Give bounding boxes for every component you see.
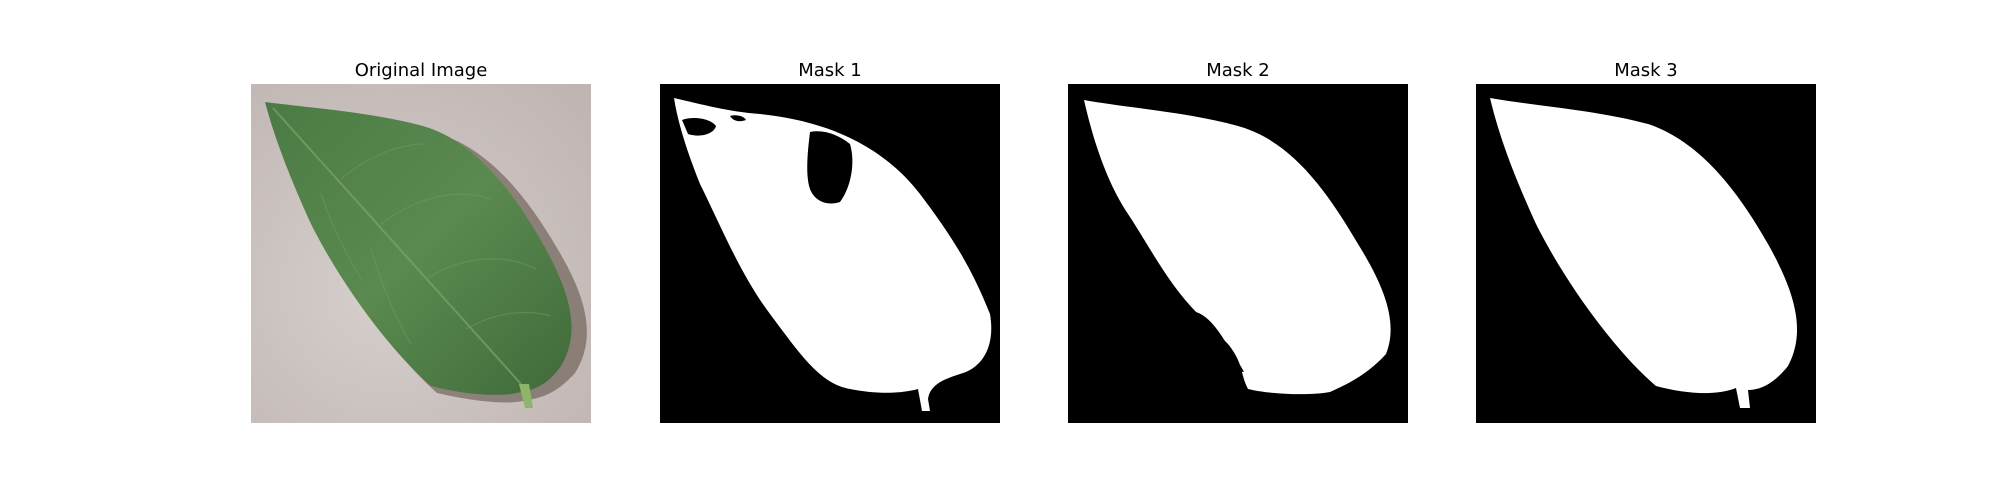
- mask-1-title: Mask 1: [660, 60, 1000, 82]
- original-image-title: Original Image: [251, 60, 591, 82]
- mask-2-panel: [1068, 84, 1408, 423]
- leaf-photo: [251, 84, 591, 423]
- mask-3-image: [1476, 84, 1816, 423]
- original-image-panel: [251, 84, 591, 423]
- mask-1-panel: [660, 84, 1000, 423]
- mask-2-image: [1068, 84, 1408, 423]
- mask-3-title: Mask 3: [1476, 60, 1816, 82]
- mask-3-panel: [1476, 84, 1816, 423]
- mask-1-image: [660, 84, 1000, 423]
- mask-2-title: Mask 2: [1068, 60, 1408, 82]
